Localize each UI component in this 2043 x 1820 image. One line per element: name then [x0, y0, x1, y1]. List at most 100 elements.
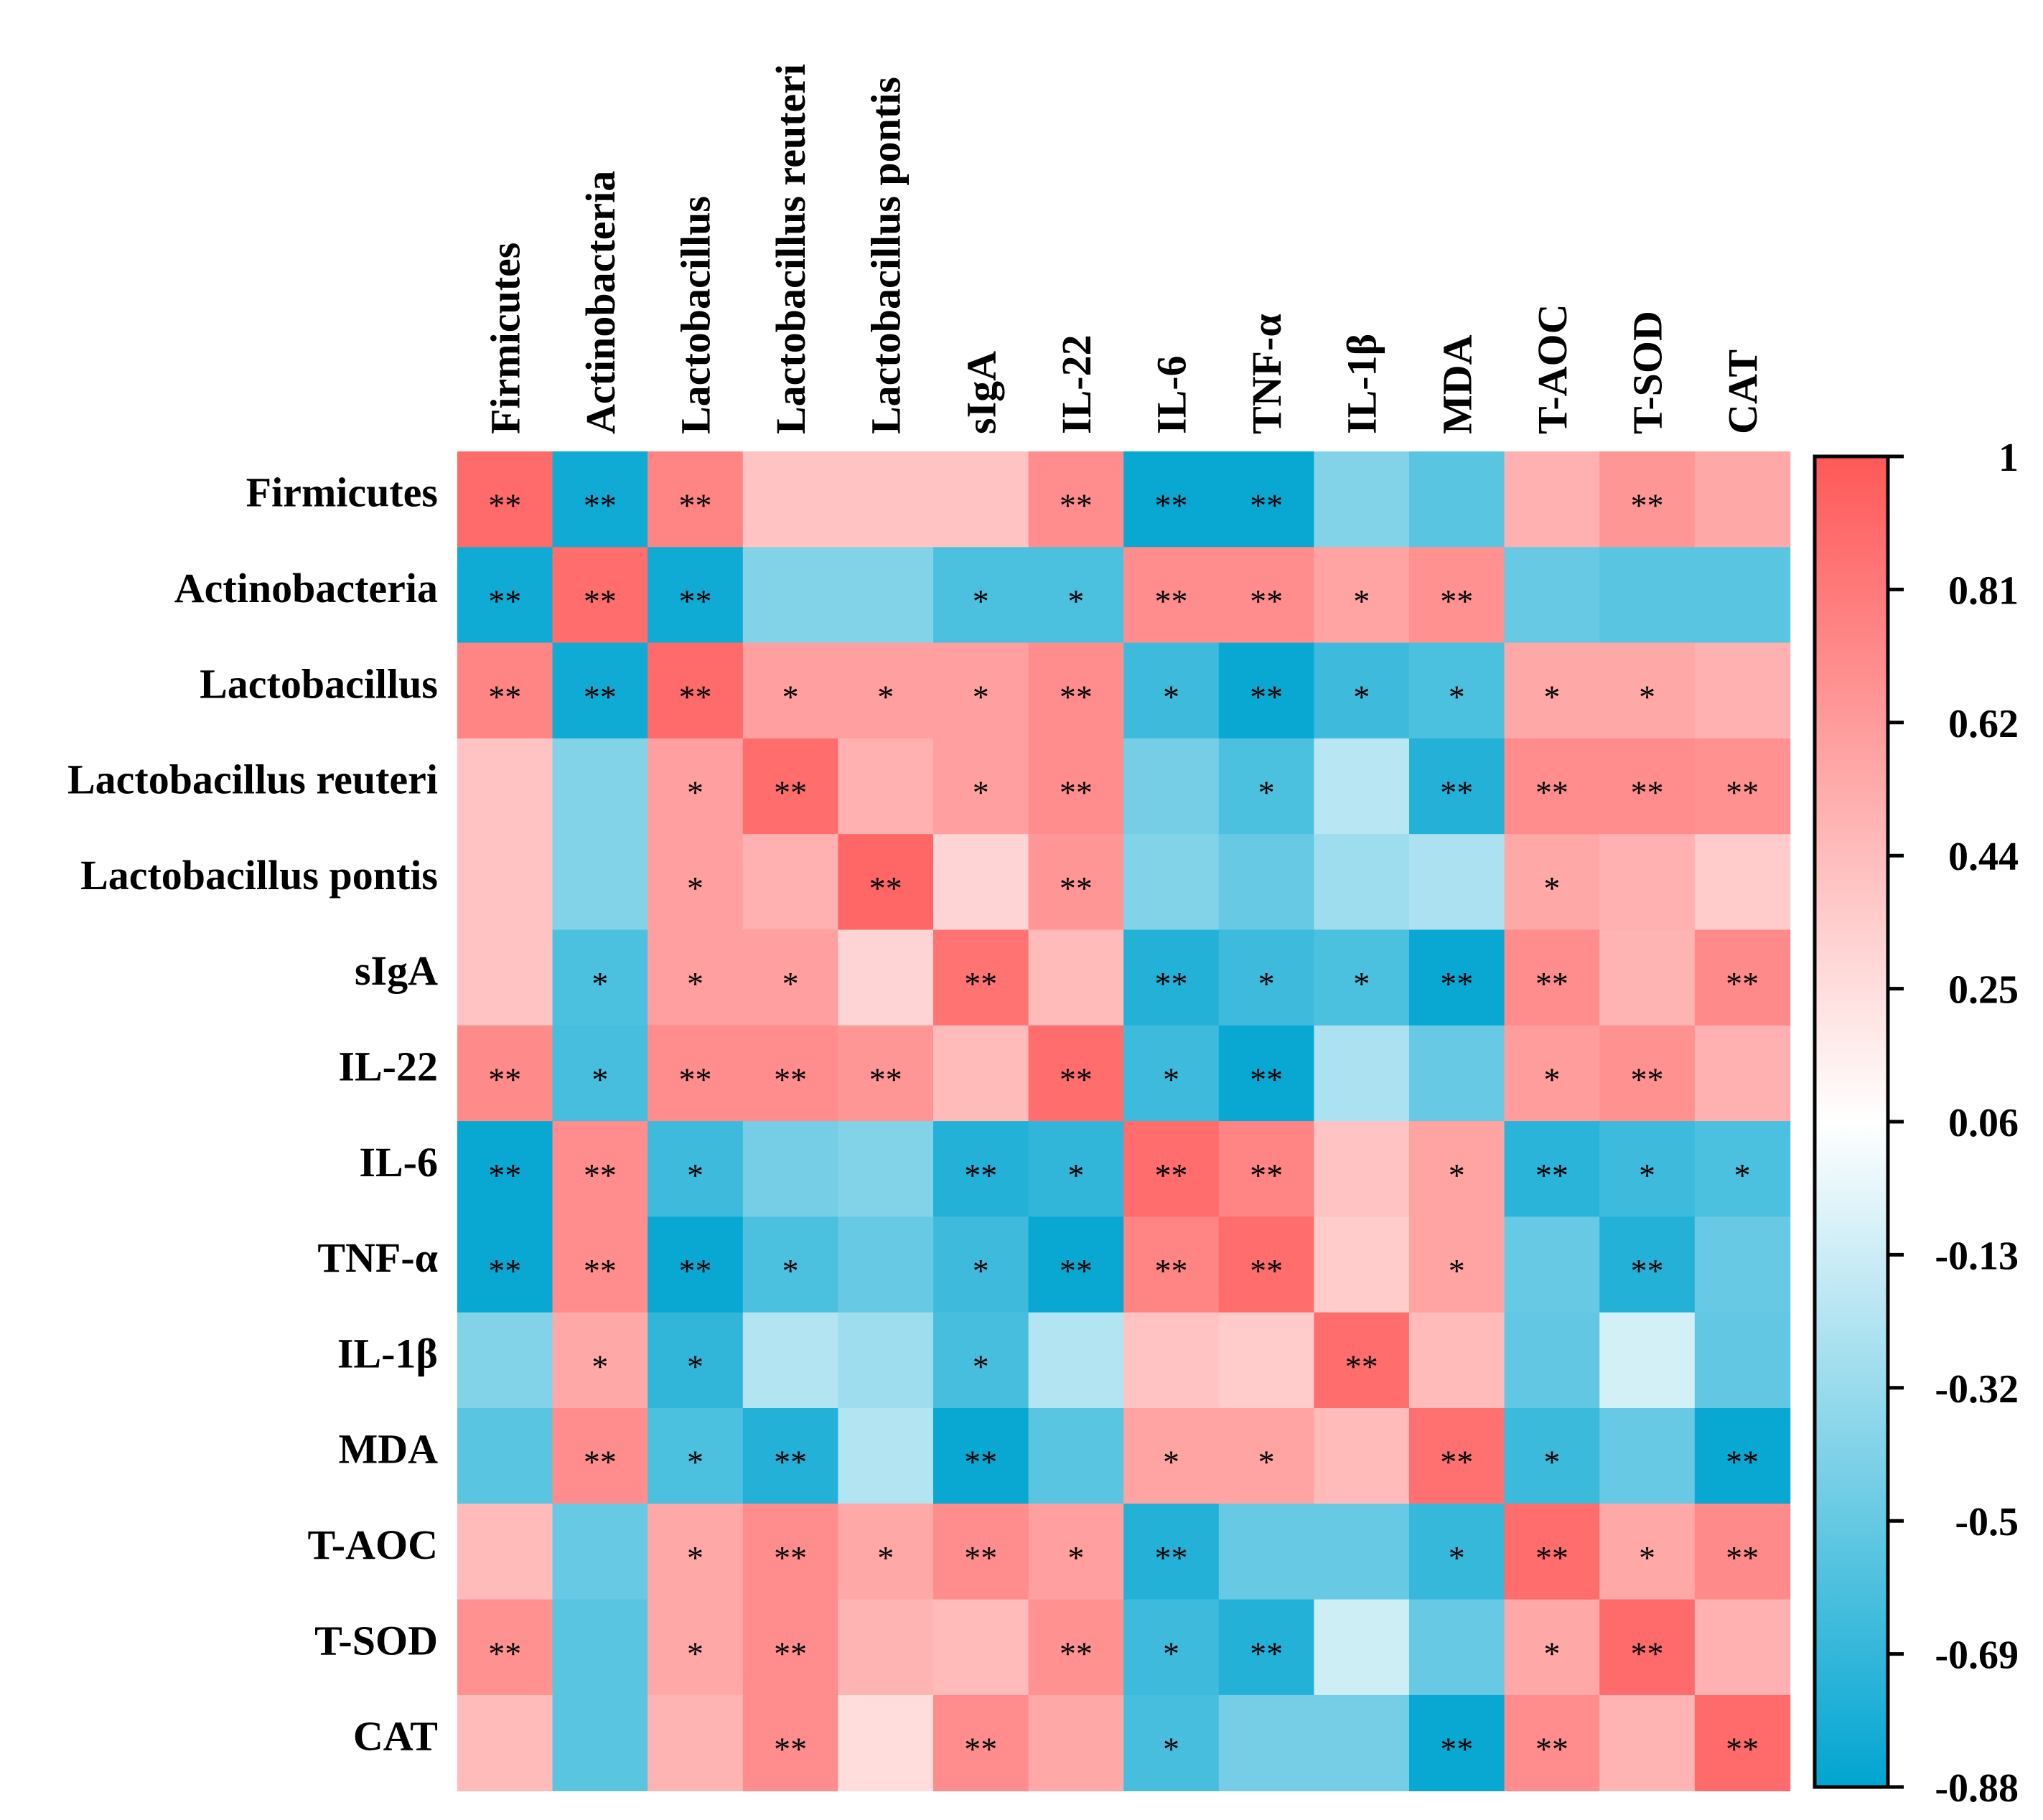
- heatmap-cell-r1-c1: [552, 547, 648, 644]
- heatmap-cell-r13-c5: [933, 1694, 1029, 1791]
- heatmap-cell-r10-c6: [1028, 1408, 1124, 1505]
- heatmap-cell-r2-c8: [1218, 642, 1315, 739]
- heatmap-cell-r12-c3: [742, 1599, 839, 1696]
- heatmap-cell-r6-c11: [1504, 1025, 1600, 1122]
- heatmap-cell-r1-c7: [1123, 547, 1220, 644]
- heatmap-cell-r0-c13: [1694, 451, 1791, 548]
- significance-marker: *: [973, 583, 989, 619]
- heatmap-cell-r2-c6: [1028, 642, 1124, 739]
- heatmap-cell-r10-c13: [1694, 1408, 1791, 1505]
- significance-marker: **: [1440, 774, 1473, 811]
- heatmap-cell-r13-c3: [742, 1694, 839, 1791]
- significance-marker: **: [1250, 678, 1283, 715]
- heatmap-cell-r6-c7: [1123, 1025, 1220, 1122]
- heatmap-cell-r7-c2: [648, 1121, 744, 1218]
- heatmap-cell-r12-c8: [1218, 1599, 1315, 1696]
- significance-marker: **: [1440, 1731, 1473, 1768]
- heatmap-cell-r2-c12: [1599, 642, 1696, 739]
- significance-marker: **: [1250, 1635, 1283, 1671]
- heatmap-cell-r1-c0: [457, 547, 553, 644]
- heatmap-cell-r10-c2: [648, 1408, 744, 1505]
- significance-marker: **: [1535, 1157, 1569, 1193]
- heatmap-cell-r4-c3: [742, 834, 839, 931]
- heatmap-cell-r3-c2: [648, 738, 744, 835]
- heatmap-cell-r13-c4: [838, 1694, 934, 1791]
- heatmap-cell-r7-c13: [1694, 1121, 1791, 1218]
- significance-marker: *: [1543, 678, 1560, 715]
- heatmap-cell-r3-c3: [742, 738, 839, 835]
- heatmap-cell-r0-c0: [457, 451, 553, 548]
- column-label: CAT: [1719, 350, 1766, 434]
- heatmap-cell-r13-c8: [1218, 1694, 1315, 1791]
- colorbar-tick-label: -0.32: [1935, 1367, 2019, 1412]
- heatmap-cell-r12-c2: [648, 1599, 744, 1696]
- heatmap-cell-r12-c11: [1504, 1599, 1600, 1696]
- significance-marker: **: [1155, 1539, 1188, 1576]
- heatmap-cell-r10-c9: [1314, 1408, 1410, 1505]
- heatmap-cell-r11-c13: [1694, 1504, 1791, 1600]
- significance-marker: **: [774, 1061, 807, 1098]
- significance-marker: *: [1067, 1539, 1084, 1576]
- heatmap-cell-r5-c11: [1504, 929, 1600, 1026]
- heatmap-cell-r8-c10: [1409, 1216, 1505, 1313]
- significance-marker: **: [1726, 1731, 1759, 1768]
- significance-marker: **: [1631, 1252, 1664, 1289]
- colorbar-tick-label: 0.62: [1948, 702, 2019, 746]
- heatmap-cell-r3-c8: [1218, 738, 1315, 835]
- significance-marker: *: [973, 678, 989, 715]
- heatmap-cell-r11-c0: [457, 1504, 553, 1600]
- heatmap-cell-r1-c8: [1218, 547, 1315, 644]
- heatmap-cell-r9-c7: [1123, 1312, 1220, 1409]
- heatmap-cell-r10-c7: [1123, 1408, 1220, 1505]
- heatmap-cell-r5-c12: [1599, 929, 1696, 1026]
- heatmap-cell-r7-c11: [1504, 1121, 1600, 1218]
- significance-marker: *: [1449, 1252, 1465, 1289]
- heatmap-cell-r0-c3: [742, 451, 839, 548]
- heatmap-cell-r7-c3: [742, 1121, 839, 1218]
- colorbar-tick-label: 0.81: [1948, 568, 2019, 613]
- significance-marker: *: [1067, 583, 1084, 619]
- row-label: IL-22: [338, 1043, 438, 1090]
- heatmap-cell-r5-c7: [1123, 929, 1220, 1026]
- significance-marker: **: [1250, 583, 1283, 619]
- heatmap-cell-r4-c9: [1314, 834, 1410, 931]
- heatmap-cell-r1-c2: [648, 547, 744, 644]
- heatmap-cell-r0-c1: [552, 451, 648, 548]
- heatmap-cell-r10-c11: [1504, 1408, 1600, 1505]
- heatmap-cell-r13-c11: [1504, 1694, 1600, 1791]
- heatmap-cell-r12-c1: [552, 1599, 648, 1696]
- heatmap-cell-r9-c8: [1218, 1312, 1315, 1409]
- significance-marker: *: [1163, 1444, 1179, 1481]
- significance-marker: **: [679, 1061, 712, 1098]
- heatmap-cell-r8-c5: [933, 1216, 1029, 1313]
- significance-marker: **: [488, 1635, 521, 1671]
- colorbar-tick-label: -0.5: [1955, 1500, 2019, 1544]
- heatmap-cell-r13-c10: [1409, 1694, 1505, 1791]
- significance-marker: **: [488, 1061, 521, 1098]
- heatmap-cell-r10-c1: [552, 1408, 648, 1505]
- significance-marker: **: [1060, 1061, 1093, 1098]
- significance-marker: **: [1535, 1731, 1569, 1768]
- heatmap-cell-r6-c12: [1599, 1025, 1696, 1122]
- significance-marker: *: [1163, 1635, 1179, 1671]
- heatmap-cell-r12-c5: [933, 1599, 1029, 1696]
- row-label: sIgA: [355, 947, 438, 994]
- colorbar-ticks: 1 0.81 0.62 0.44 0.25 0.06 -0.13 -0.32 -0.5 -0.69…: [1888, 436, 2019, 1811]
- heatmap-cell-r3-c9: [1314, 738, 1410, 835]
- significance-marker: **: [584, 1157, 617, 1193]
- significance-marker: *: [1067, 1157, 1084, 1193]
- significance-marker: *: [1543, 870, 1560, 906]
- heatmap-cell-r4-c5: [933, 834, 1029, 931]
- heatmap-cell-r12-c13: [1694, 1599, 1791, 1696]
- heatmap-cell-r12-c12: [1599, 1599, 1696, 1696]
- significance-marker: **: [488, 1157, 521, 1193]
- heatmap-cell-r5-c0: [457, 929, 553, 1026]
- heatmap-cell-r2-c4: [838, 642, 934, 739]
- significance-marker: *: [1639, 1539, 1655, 1576]
- heatmap-cells: [457, 451, 1791, 1791]
- heatmap-cell-r6-c10: [1409, 1025, 1505, 1122]
- heatmap-cell-r4-c8: [1218, 834, 1315, 931]
- heatmap-cell-r7-c8: [1218, 1121, 1315, 1218]
- heatmap-cell-r11-c6: [1028, 1504, 1124, 1600]
- heatmap-cell-r9-c6: [1028, 1312, 1124, 1409]
